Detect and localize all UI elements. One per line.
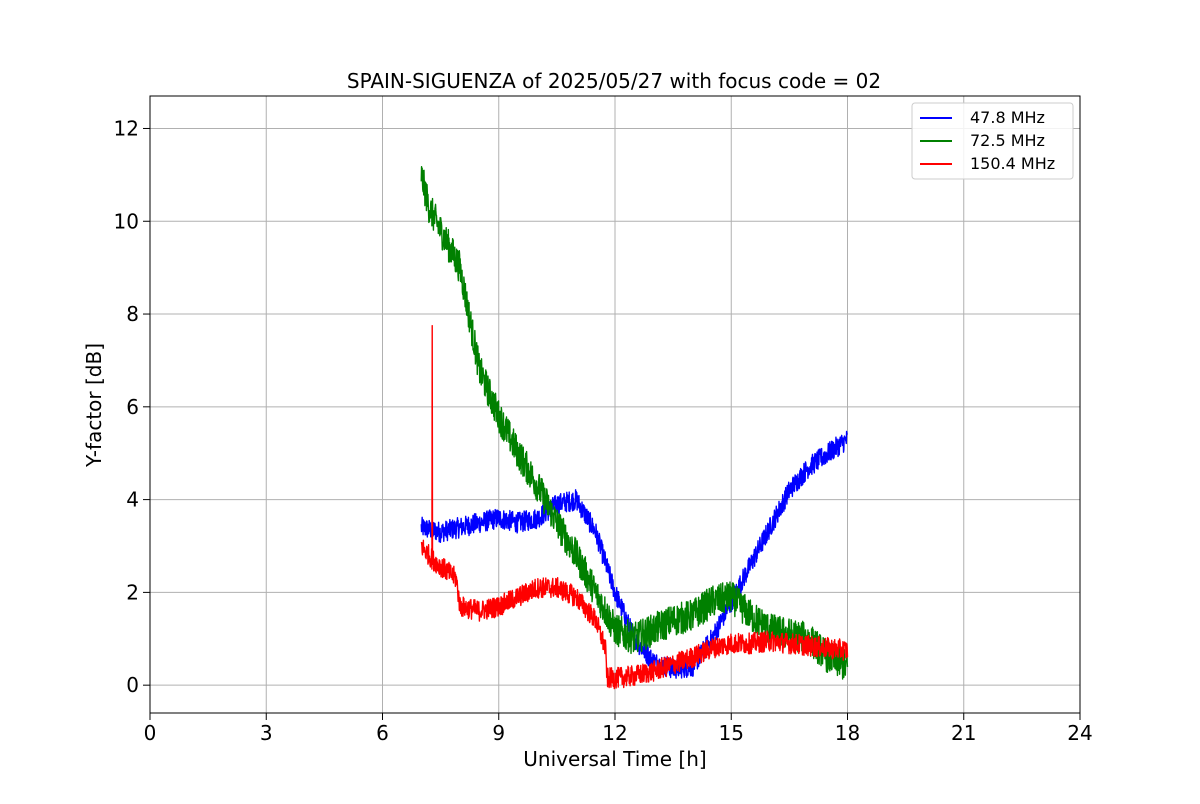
x-tick-label: 3 [260, 721, 273, 745]
y-tick-label: 6 [126, 395, 139, 419]
y-axis-label: Y-factor [dB] [82, 343, 106, 468]
x-tick-label: 0 [144, 721, 157, 745]
legend-label: 72.5 MHz [970, 131, 1045, 150]
series-group [420, 166, 849, 690]
chart-title: SPAIN-SIGUENZA of 2025/05/27 with focus … [347, 69, 881, 93]
legend-label: 47.8 MHz [970, 108, 1045, 127]
x-tick-label: 6 [376, 721, 389, 745]
x-tick-label: 21 [951, 721, 976, 745]
y-tick-label: 4 [126, 488, 139, 512]
x-axis-label: Universal Time [h] [523, 747, 706, 771]
series-line [420, 324, 849, 690]
y-tick-label: 12 [114, 116, 139, 140]
x-tick-label: 9 [492, 721, 505, 745]
legend-box [911, 102, 1074, 180]
x-tick-label: 15 [719, 721, 744, 745]
legend-label: 150.4 MHz [970, 154, 1055, 173]
series-line [420, 166, 849, 680]
x-tick-label: 12 [602, 721, 627, 745]
grid [149, 96, 1081, 713]
x-tick-label: 24 [1067, 721, 1092, 745]
y-tick-label: 2 [126, 580, 139, 604]
x-tick-label: 18 [835, 721, 860, 745]
legend: 47.8 MHz 72.5 MHz 150.4 MHz [911, 102, 1074, 180]
y-tick-label: 0 [126, 673, 139, 697]
y-tick-label: 10 [114, 209, 139, 233]
y-tick-label: 8 [126, 302, 139, 326]
